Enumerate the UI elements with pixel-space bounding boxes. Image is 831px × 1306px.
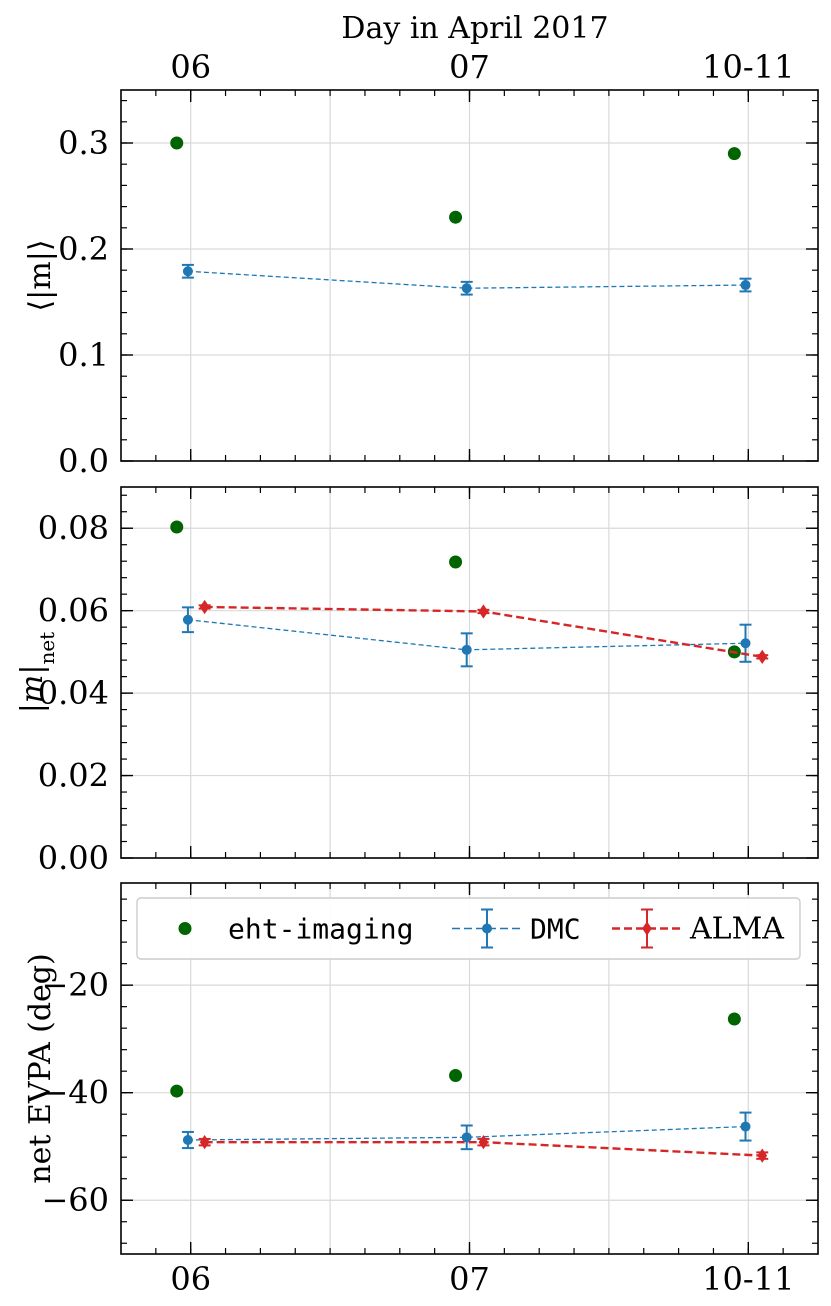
x-tick-label-bottom: 06 xyxy=(170,1260,211,1298)
legend: eht-imaging DMC ALMA xyxy=(136,897,801,960)
panel-2: 0.00 0.02 0.04 0.06 0.08 |m|net xyxy=(15,486,819,877)
series-eht-imaging xyxy=(170,1012,741,1098)
series-DMC xyxy=(181,606,752,668)
legend-label: DMC xyxy=(530,913,581,946)
x-tick-label-top: 07 xyxy=(449,48,490,86)
data-point-ALMA xyxy=(478,604,489,619)
data-point-DMC xyxy=(182,614,193,625)
plot-frame xyxy=(120,89,819,462)
legend-marker-DMC xyxy=(482,923,492,934)
y-tick-label: −60 xyxy=(41,1181,109,1219)
y-tick-label: 0.0 xyxy=(58,442,109,480)
data-point-DMC xyxy=(461,1132,472,1143)
legend-marker-eht-imaging xyxy=(178,922,192,935)
y-tick-label: 0.2 xyxy=(58,230,109,268)
data-point-ALMA xyxy=(199,1135,210,1150)
data-point-eht-imaging xyxy=(727,1012,741,1026)
legend-label: eht-imaging xyxy=(228,913,413,946)
series-line-DMC xyxy=(187,270,746,289)
data-point-ALMA xyxy=(199,599,210,615)
data-point-DMC xyxy=(740,1121,751,1132)
plot-frame xyxy=(120,882,819,1255)
data-point-DMC xyxy=(461,644,472,655)
y-tick-label: −40 xyxy=(41,1074,109,1112)
x-tick-label-top: 10-11 xyxy=(702,48,794,86)
series-DMC xyxy=(181,1111,752,1151)
data-point-DMC xyxy=(740,638,751,649)
series-ALMA xyxy=(198,599,769,664)
y-tick-label: 0.1 xyxy=(58,336,109,374)
series-line-DMC xyxy=(187,1125,746,1141)
legend-marker-ALMA xyxy=(642,921,652,936)
data-point-eht-imaging xyxy=(727,147,741,161)
plot-frame xyxy=(120,486,819,859)
y-axis-label: net EVPA (deg) xyxy=(23,953,58,1183)
data-point-ALMA xyxy=(757,1148,768,1163)
series-eht-imaging xyxy=(170,520,741,659)
data-point-ALMA xyxy=(757,649,768,664)
data-point-eht-imaging xyxy=(449,210,463,224)
data-point-eht-imaging xyxy=(170,136,184,150)
x-tick-label-bottom: 07 xyxy=(449,1260,490,1298)
y-tick-label: 0.00 xyxy=(38,839,109,877)
data-point-DMC xyxy=(182,1135,193,1146)
panel-1: 0.0 0.1 0.2 0.3 ⟨|m|⟩ xyxy=(23,89,819,480)
data-point-DMC xyxy=(461,283,472,294)
x-tick-label-top: 06 xyxy=(170,48,211,86)
data-point-eht-imaging xyxy=(170,1084,184,1098)
y-axis-label: |m|net xyxy=(15,632,59,713)
y-tick-label: 0.02 xyxy=(38,757,109,795)
y-tick-label: 0.08 xyxy=(38,509,109,547)
data-point-DMC xyxy=(740,280,751,291)
plot-panels: 0.0 0.1 0.2 0.3 ⟨|m|⟩ 0.00 0.02 0.04 0.06 0.08 |m|… xyxy=(15,48,819,1298)
data-point-eht-imaging xyxy=(170,520,184,534)
series-ALMA xyxy=(198,1135,769,1163)
legend-label: ALMA xyxy=(689,912,784,947)
y-tick-label: 0.3 xyxy=(58,124,109,162)
series-DMC xyxy=(181,263,752,296)
data-point-DMC xyxy=(182,266,193,277)
data-point-eht-imaging xyxy=(449,555,463,569)
y-tick-label: 0.06 xyxy=(38,592,109,630)
top-axis-label: Day in April 2017 xyxy=(341,11,608,46)
y-axis-label: ⟨|m|⟩ xyxy=(23,239,58,311)
y-tick-label: −20 xyxy=(41,966,109,1004)
y-tick-label: 0.04 xyxy=(38,674,109,712)
series-eht-imaging xyxy=(170,136,741,224)
data-point-ALMA xyxy=(478,1135,489,1150)
x-tick-label-bottom: 10-11 xyxy=(702,1260,794,1298)
data-point-eht-imaging xyxy=(449,1068,463,1082)
